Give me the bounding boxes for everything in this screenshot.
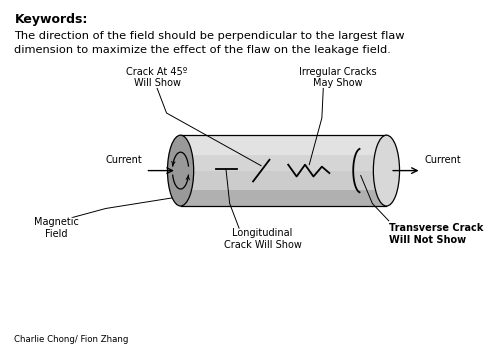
Text: Irregular Cracks
May Show: Irregular Cracks May Show xyxy=(298,67,376,88)
Text: Transverse Crack
Will Not Show: Transverse Crack Will Not Show xyxy=(389,223,483,245)
Text: Current: Current xyxy=(425,155,462,165)
Ellipse shape xyxy=(168,135,194,206)
Text: Current: Current xyxy=(106,155,142,165)
Bar xyxy=(180,135,386,155)
Text: Longitudinal
Crack Will Show: Longitudinal Crack Will Show xyxy=(224,228,302,250)
Bar xyxy=(180,155,386,170)
Text: Keywords:: Keywords: xyxy=(14,13,88,26)
Text: Magnetic
Field: Magnetic Field xyxy=(34,217,79,239)
Text: The direction of the field should be perpendicular to the largest flaw
dimension: The direction of the field should be per… xyxy=(14,31,405,55)
Bar xyxy=(180,135,386,206)
Ellipse shape xyxy=(374,135,400,206)
Text: Crack At 45º
Will Show: Crack At 45º Will Show xyxy=(126,67,188,88)
Text: Charlie Chong/ Fion Zhang: Charlie Chong/ Fion Zhang xyxy=(14,335,129,344)
Bar xyxy=(180,190,386,206)
